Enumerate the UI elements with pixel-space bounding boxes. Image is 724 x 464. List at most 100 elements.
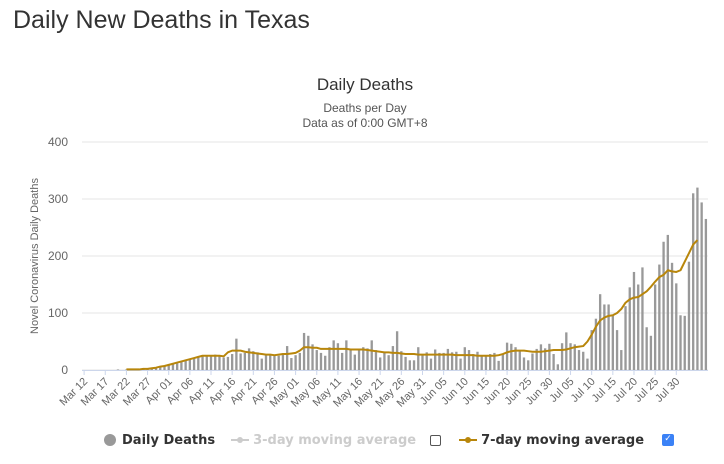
bar-daily-deaths [349, 350, 352, 370]
bar-daily-deaths [645, 327, 648, 370]
bar-daily-deaths [379, 357, 382, 370]
bar-daily-deaths [649, 335, 653, 370]
bar-daily-deaths [637, 284, 640, 370]
bar-daily-deaths [548, 343, 551, 370]
bar-daily-deaths [412, 360, 416, 370]
bar-daily-deaths [383, 352, 386, 370]
bar-daily-deaths [662, 241, 665, 370]
bar-daily-deaths [628, 287, 631, 370]
bar-daily-deaths [658, 264, 661, 370]
chart-subtitle-line-1: Deaths per Day [323, 101, 406, 115]
bar-daily-deaths [171, 364, 175, 370]
bar-daily-deaths [573, 344, 576, 370]
bar-daily-deaths [565, 332, 568, 370]
bar-daily-deaths [247, 348, 251, 370]
bar-daily-deaths [480, 355, 483, 370]
y-tick-label: 400 [48, 135, 68, 149]
bar-daily-deaths [290, 358, 293, 370]
y-tick-label: 0 [61, 363, 68, 377]
bar-daily-deaths [679, 315, 682, 370]
bar-daily-deaths [256, 352, 259, 370]
bar-daily-deaths [307, 335, 310, 370]
bar-daily-deaths [598, 294, 602, 370]
legend-item-daily-deaths[interactable]: Daily Deaths [104, 433, 215, 448]
bar-daily-deaths [556, 364, 560, 370]
bar-daily-deaths [184, 360, 187, 370]
bar-daily-deaths [230, 354, 234, 370]
legend-label-3day-average: 3-day moving average [253, 432, 417, 448]
bar-daily-deaths [302, 332, 306, 370]
legend-label-7day-average: 7-day moving average [481, 432, 645, 448]
legend-item-3day-average[interactable]: 3-day moving average [231, 433, 457, 448]
bar-daily-deaths [294, 355, 297, 370]
bar-daily-deaths [400, 351, 403, 370]
bar-daily-deaths [641, 267, 644, 370]
bar-daily-deaths [535, 348, 538, 370]
bar-daily-deaths [298, 352, 301, 370]
bar-daily-deaths [205, 355, 208, 370]
bar-daily-deaths [615, 330, 619, 370]
bar-daily-deaths [438, 352, 441, 370]
bar-daily-deaths [586, 358, 589, 370]
x-tick-label: Jul 30 [653, 376, 682, 405]
bar-daily-deaths [459, 358, 462, 370]
chart-subtitle-line-2: Data as of 0:00 GMT+8 [302, 116, 427, 130]
bar-daily-deaths [611, 315, 614, 370]
bar-daily-deaths [577, 350, 581, 370]
bar-daily-deaths [522, 357, 526, 370]
bar-daily-deaths [340, 352, 344, 370]
bar-daily-deaths [450, 352, 454, 370]
bar-daily-deaths [666, 234, 669, 370]
bar-daily-deaths [632, 271, 636, 370]
bar-daily-deaths [518, 350, 521, 370]
checkbox-7day-average[interactable]: ✓ [662, 434, 675, 446]
bar-daily-deaths [167, 364, 170, 370]
bar-daily-deaths [404, 356, 407, 370]
bar-daily-deaths [188, 359, 192, 370]
bar-daily-deaths [273, 355, 276, 370]
bar-daily-deaths [446, 348, 450, 370]
bar-daily-deaths [463, 347, 466, 370]
bar-daily-deaths [442, 352, 445, 370]
bar-daily-deaths [315, 350, 318, 370]
bar-daily-deaths [176, 363, 179, 370]
bar-daily-deaths [319, 352, 323, 370]
y-tick-label: 300 [48, 192, 68, 206]
bar-daily-deaths [552, 354, 555, 370]
bar-daily-deaths [531, 353, 534, 370]
bar-daily-deaths [328, 347, 331, 370]
page-title: Daily New Deaths in Texas [13, 6, 310, 34]
bar-daily-deaths [239, 353, 242, 370]
bar-daily-deaths [281, 353, 285, 370]
bar-daily-deaths [484, 355, 488, 370]
bar-daily-deaths [505, 342, 509, 370]
bar-daily-deaths [180, 362, 183, 370]
bar-daily-deaths [243, 352, 247, 370]
bar-daily-deaths [285, 346, 289, 370]
circle-marker-icon [104, 434, 116, 446]
bar-daily-deaths [277, 355, 280, 370]
line-7day-moving-average [126, 239, 699, 371]
bar-daily-deaths [324, 355, 327, 370]
bar-daily-deaths [624, 306, 627, 370]
bar-daily-deaths [311, 344, 314, 370]
bar-daily-deaths [201, 356, 204, 370]
legend-item-7day-average[interactable]: 7-day moving average ✓ [459, 433, 690, 448]
bar-daily-deaths [235, 338, 238, 370]
bar-daily-deaths [489, 354, 492, 370]
bar-daily-deaths [569, 343, 572, 370]
bar-daily-deaths [675, 283, 678, 370]
bar-daily-deaths [560, 343, 564, 370]
bar-daily-deaths [590, 330, 593, 370]
bar-daily-deaths [370, 340, 373, 370]
bar-daily-deaths [582, 351, 585, 370]
bar-daily-deaths [362, 347, 365, 370]
bar-daily-deaths [387, 355, 390, 370]
bar-daily-deaths [163, 366, 166, 370]
bar-daily-deaths [527, 360, 530, 370]
bar-daily-deaths [700, 202, 703, 370]
bar-daily-deaths [226, 356, 230, 370]
checkbox-3day-average[interactable] [430, 434, 442, 446]
bar-daily-deaths [607, 304, 610, 370]
line-marker-icon [459, 434, 478, 446]
